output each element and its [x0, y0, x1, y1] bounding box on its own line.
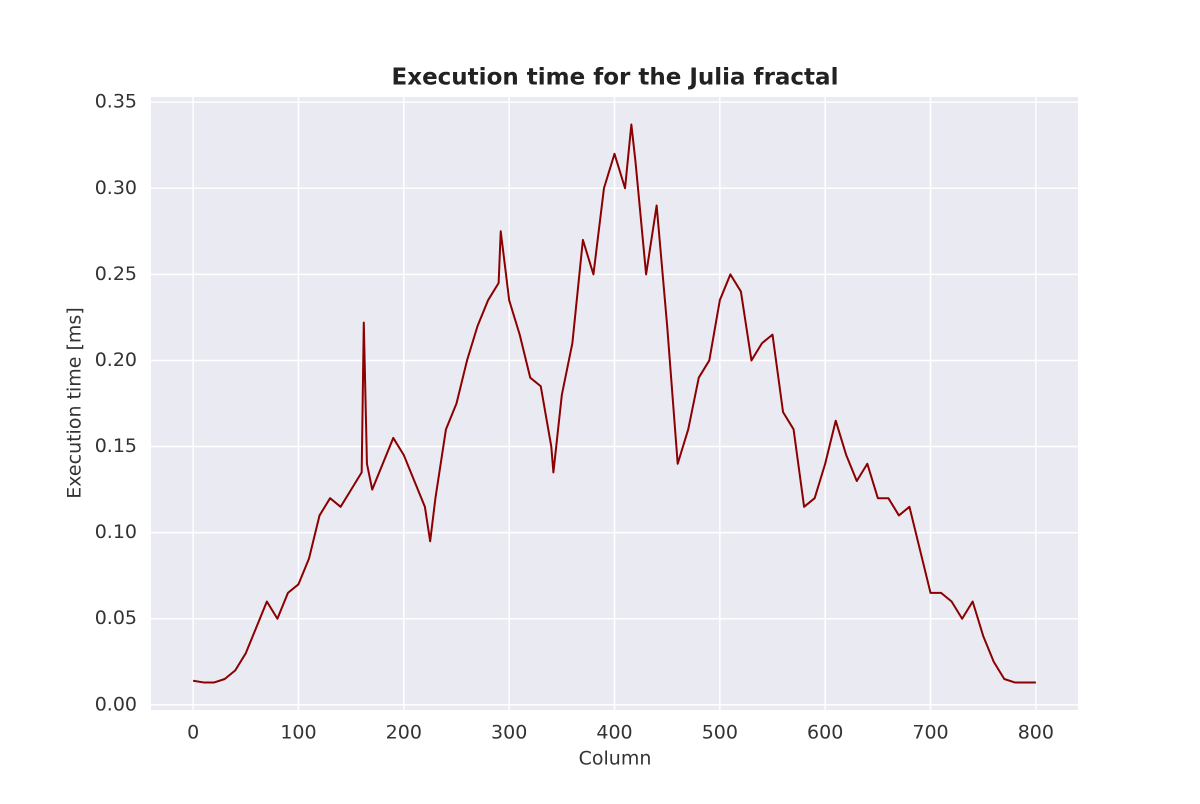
- x-tick-label: 600: [807, 722, 843, 744]
- y-tick-label: 0.30: [95, 177, 137, 199]
- y-tick-label: 0.25: [95, 263, 137, 285]
- x-tick-label: 0: [187, 722, 199, 744]
- x-tick-label: 700: [912, 722, 948, 744]
- x-tick-label: 200: [386, 722, 422, 744]
- chart-title: Execution time for the Julia fractal: [392, 65, 839, 91]
- x-tick-label: 500: [702, 722, 738, 744]
- y-tick-label: 0.20: [95, 349, 137, 371]
- y-tick-label: 0.00: [95, 693, 137, 715]
- y-tick-label: 0.35: [95, 91, 137, 113]
- x-tick-label: 100: [280, 722, 316, 744]
- y-axis-label: Execution time [ms]: [64, 307, 86, 498]
- y-tick-label: 0.10: [95, 521, 137, 543]
- y-tick-label: 0.15: [95, 435, 137, 457]
- x-axis-label: Column: [579, 748, 652, 770]
- data-line: [192, 123, 1036, 684]
- x-tick-label: 400: [596, 722, 632, 744]
- y-tick-label: 0.05: [95, 607, 137, 629]
- x-tick-label: 300: [491, 722, 527, 744]
- x-tick-label: 800: [1018, 722, 1054, 744]
